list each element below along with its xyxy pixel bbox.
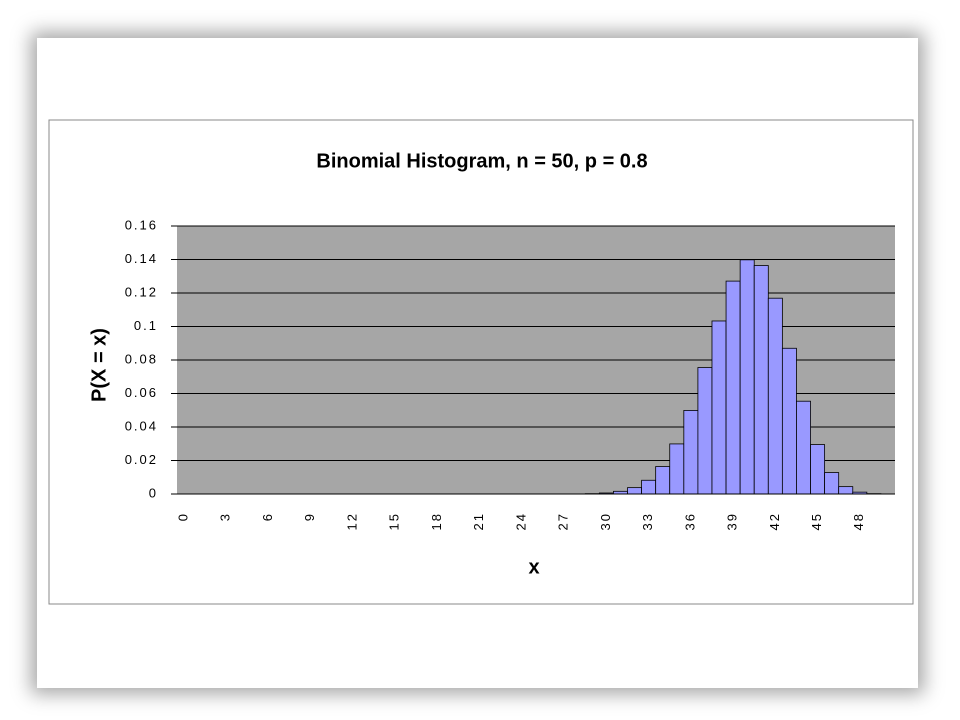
y-tick-label: 0.12 — [125, 284, 158, 299]
x-tick-label: 15 — [387, 512, 402, 530]
y-tick-label: 0.1 — [134, 318, 158, 333]
bar — [641, 479, 657, 495]
bar — [796, 400, 811, 495]
x-tick-label: 39 — [725, 512, 740, 530]
x-tick-label: 42 — [767, 512, 782, 530]
y-tick-label: 0.02 — [125, 452, 158, 467]
bar — [781, 347, 797, 495]
x-tick-label: 27 — [556, 512, 571, 530]
bar — [810, 444, 826, 495]
bar — [683, 410, 699, 495]
x-axis-label: x — [528, 556, 539, 578]
x-tick-label: 0 — [175, 512, 190, 521]
x-tick-label: 45 — [809, 512, 824, 530]
bar — [725, 280, 741, 495]
y-tick-label: 0.16 — [125, 217, 158, 232]
bar — [824, 472, 840, 495]
y-tick-label: 0.08 — [125, 351, 158, 366]
bar — [739, 259, 755, 495]
x-tick-label: 18 — [429, 512, 444, 530]
x-tick-label: 48 — [851, 512, 866, 530]
x-tick-label: 6 — [260, 512, 275, 521]
x-tick-label: 36 — [682, 512, 697, 530]
x-tick-label: 30 — [598, 512, 613, 530]
y-tick-label: 0.14 — [125, 251, 158, 266]
bar — [697, 367, 713, 495]
bar — [753, 265, 769, 495]
chart-title: Binomial Histogram, n = 50, p = 0.8 — [316, 150, 647, 172]
bar — [627, 487, 642, 495]
bar — [711, 320, 727, 495]
bar — [767, 297, 783, 495]
y-tick-label: 0.06 — [125, 385, 158, 400]
x-tick-label: 12 — [344, 512, 359, 530]
bar — [838, 486, 854, 495]
y-tick-label: 0 — [149, 485, 158, 500]
bar — [655, 466, 671, 495]
bar — [669, 443, 685, 495]
x-tick-label: 24 — [513, 512, 528, 530]
y-axis-label: P(X = x) — [88, 328, 110, 402]
x-tick-label: 9 — [302, 512, 317, 521]
x-tick-label: 33 — [640, 512, 655, 530]
x-tick-label: 3 — [218, 512, 233, 521]
x-tick-label: 21 — [471, 512, 486, 530]
y-tick-label: 0.04 — [125, 418, 158, 433]
